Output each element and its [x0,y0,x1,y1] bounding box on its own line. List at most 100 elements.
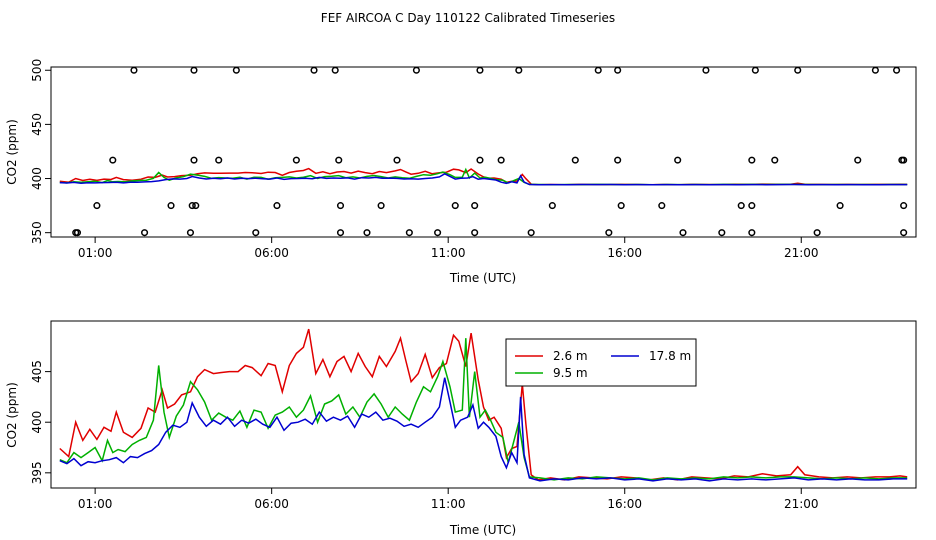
top-x-axis-label: Time (UTC) [449,271,516,285]
scatter-point [751,66,759,74]
scatter-point [617,202,625,210]
top-y-tick-label: 500 [30,59,44,82]
scatter-point [871,66,879,74]
top-y-axis: 350 400 450 500 [30,59,51,244]
top-x-tick-label: 21:00 [784,246,819,260]
scatter-point [900,229,908,237]
scatter-point [718,229,726,237]
top-series-line-17.8m [59,172,908,186]
scatter-point [377,202,385,210]
top-series-line-2.6m [59,167,908,186]
figure-title: FEF AIRCOA C Day 110122 Calibrated Times… [321,11,615,25]
legend-label-9.5m: 9.5 m [553,366,588,380]
scatter-point [548,202,556,210]
legend: 2.6 m 9.5 m 17.8 m [505,338,697,387]
bottom-x-axis-label: Time (UTC) [449,523,516,537]
top-panel: 01:00 06:00 11:00 16:00 21:00 350 400 450 500 T… [5,59,917,285]
scatter-point [594,66,602,74]
scatter-point [186,229,195,237]
bottom-series-line-2.6m [59,328,908,481]
scatter-point [141,229,149,237]
scatter-point [190,66,198,74]
scatter-point [674,156,682,164]
top-y-tick-label: 450 [30,113,44,136]
bottom-y-tick-label: 400 [30,411,44,434]
scatter-point [393,156,401,164]
top-y-tick-label: 400 [30,167,44,190]
scatter-point [167,202,175,210]
scatter-point [451,202,459,210]
bottom-x-axis: 01:00 06:00 11:00 16:00 21:00 [78,488,819,511]
legend-box [505,338,697,387]
legend-label-17.8m: 17.8 m [649,349,691,363]
bottom-x-tick-label: 21:00 [784,497,819,511]
top-y-tick-label: 350 [30,221,44,244]
scatter-point [412,66,420,74]
scatter-point [363,229,371,237]
scatter-point [93,202,101,210]
scatter-point [73,229,82,237]
scatter-point [336,202,345,210]
bottom-y-axis: 395 400 405 [30,360,51,484]
top-x-tick-label: 06:00 [254,246,289,260]
scatter-point [232,66,240,74]
scatter-point [471,229,479,237]
scatter-point [515,66,523,74]
scatter-point [273,202,281,210]
top-plot-frame [50,66,917,238]
scatter-point [893,66,901,74]
scatter-point [336,229,345,237]
top-x-axis: 01:00 06:00 11:00 16:00 21:00 [78,237,819,260]
scatter-point [130,66,138,74]
bottom-series-lines [59,328,908,482]
scatter-point [748,156,756,164]
top-x-tick-label: 01:00 [78,246,113,260]
scatter-point [292,156,300,164]
scatter-point [190,156,198,164]
scatter-point [497,156,505,164]
bottom-plot-frame [50,320,917,489]
bottom-series-line-17.8m [59,377,908,482]
scatter-point [527,229,535,237]
top-x-tick-label: 11:00 [431,246,466,260]
legend-label-2.6m: 2.6 m [553,349,588,363]
scatter-point [571,156,579,164]
scatter-point [854,156,862,164]
scatter-point [605,229,613,237]
bottom-panel: 01:00 06:00 11:00 16:00 21:00 395 400 405 Time… [5,320,917,537]
scatter-point [702,66,710,74]
scatter-point [836,202,844,210]
scatter-point [794,66,802,74]
scatter-point [900,202,908,210]
scatter-point [900,156,908,164]
scatter-point [813,229,821,237]
scatter-point [215,156,223,164]
scatter-point [748,229,756,237]
top-scatter-points [72,66,908,237]
scatter-point [476,66,484,74]
bottom-x-tick-label: 06:00 [254,497,289,511]
bottom-y-tick-label: 405 [30,360,44,383]
bottom-series-line-9.5m [59,338,908,481]
scatter-point [192,202,200,210]
scatter-point [614,66,622,74]
scatter-point [771,156,779,164]
scatter-point [748,202,756,210]
scatter-point [679,229,687,237]
scatter-point [109,156,117,164]
scatter-point [737,202,745,210]
bottom-y-axis-label: CO2 (ppm) [5,382,19,448]
bottom-x-tick-label: 16:00 [607,497,642,511]
scatter-point [476,156,484,164]
scatter-point [614,156,622,164]
scatter-point [188,202,196,210]
scatter-point [658,202,666,210]
bottom-y-tick-label: 395 [30,461,44,484]
top-y-axis-label: CO2 (ppm) [5,119,19,185]
scatter-point [335,156,343,164]
top-x-tick-label: 16:00 [607,246,642,260]
bottom-x-tick-label: 11:00 [431,497,466,511]
top-series-line-9.5m [59,167,908,186]
scatter-point [331,66,339,74]
